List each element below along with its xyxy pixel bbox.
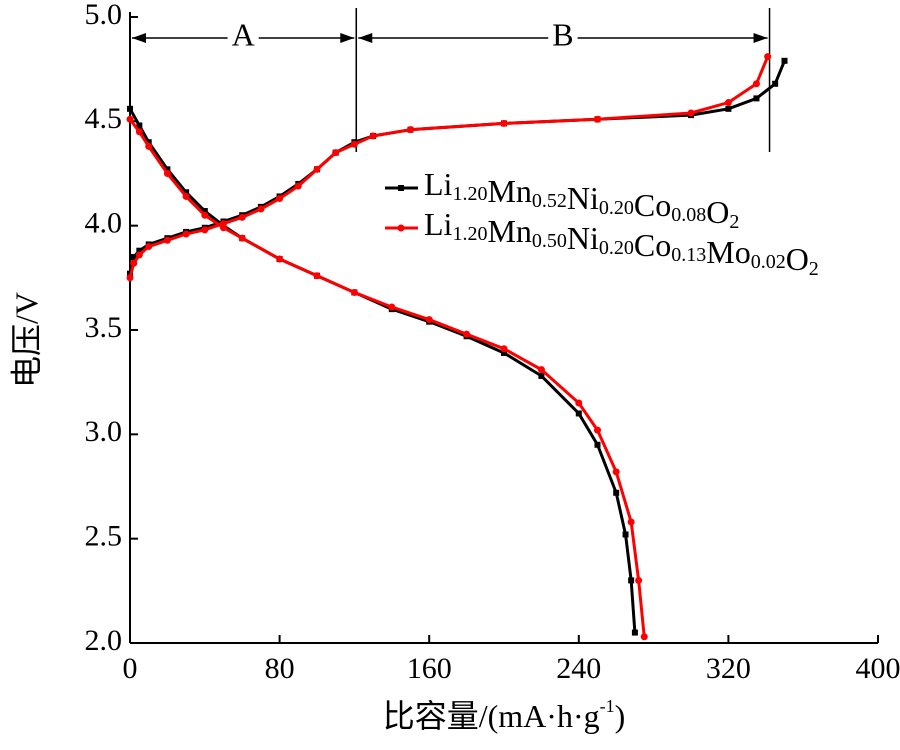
point <box>594 441 601 448</box>
y-axis-label: 电压/V <box>8 292 44 388</box>
x-tick-label: 0 <box>123 652 138 685</box>
point <box>350 140 358 148</box>
point <box>313 272 321 280</box>
point <box>220 224 227 232</box>
point <box>130 259 138 267</box>
point <box>724 99 732 107</box>
point <box>130 253 137 260</box>
point <box>613 489 620 496</box>
x-tick-label: 160 <box>407 652 452 685</box>
point <box>135 128 143 136</box>
y-tick-label: 2.5 <box>85 520 123 553</box>
region-label: B <box>552 16 573 52</box>
point <box>238 234 246 242</box>
point <box>145 142 153 150</box>
y-tick-label: 3.5 <box>85 311 123 344</box>
point <box>127 105 133 112</box>
point <box>764 53 772 61</box>
legend-label: Li1.20Mn0.52Ni0.20Co0.08O2 <box>424 166 739 232</box>
region-label: A <box>232 16 255 52</box>
point <box>781 57 788 64</box>
point <box>201 226 209 234</box>
point <box>500 345 508 353</box>
y-tick-label: 2.0 <box>85 624 123 657</box>
point <box>163 236 171 244</box>
point <box>500 119 508 127</box>
point <box>575 399 583 407</box>
y-tick-label: 4.5 <box>85 102 123 135</box>
point <box>538 372 545 379</box>
point <box>594 426 601 434</box>
x-tick-label: 80 <box>265 652 295 685</box>
point <box>369 132 377 140</box>
point <box>238 213 246 221</box>
y-tick-label: 3.0 <box>85 415 123 448</box>
point <box>332 149 340 157</box>
point <box>388 303 396 311</box>
point <box>313 165 321 173</box>
point <box>627 518 635 526</box>
point <box>725 105 732 112</box>
point <box>182 192 190 200</box>
point <box>687 109 695 117</box>
point <box>640 633 648 641</box>
point <box>276 255 284 263</box>
point <box>294 182 302 190</box>
point <box>136 247 143 254</box>
region-label-bg <box>227 35 259 41</box>
point <box>594 115 601 123</box>
point <box>753 95 760 102</box>
point <box>126 115 134 123</box>
point <box>182 230 190 238</box>
point <box>257 205 265 213</box>
curve <box>128 118 646 637</box>
point <box>350 288 358 296</box>
point <box>276 195 284 203</box>
point <box>537 366 545 374</box>
point <box>622 531 629 538</box>
point <box>145 139 152 146</box>
point <box>772 80 779 87</box>
point <box>501 349 507 356</box>
point <box>628 577 635 584</box>
point <box>126 274 134 282</box>
y-tick-label: 4.0 <box>85 207 123 240</box>
point <box>575 410 582 417</box>
x-tick-label: 240 <box>556 652 601 685</box>
legend-marker <box>398 185 404 191</box>
region-label-bg <box>548 35 578 41</box>
point <box>201 208 208 215</box>
point <box>407 126 414 134</box>
point <box>136 122 143 129</box>
point <box>201 211 209 219</box>
point <box>164 166 171 173</box>
x-tick-label: 320 <box>706 652 751 685</box>
y-tick-label: 5.0 <box>85 0 123 31</box>
point <box>752 80 760 88</box>
curve <box>128 108 637 633</box>
point <box>612 468 620 476</box>
point <box>635 576 643 584</box>
point <box>463 330 471 338</box>
point <box>163 170 171 177</box>
legend-label: Li1.20Mn0.50Ni0.20Co0.13Mo0.02O2 <box>424 206 819 279</box>
x-axis-label: 比容量/(mA·h·g-1) <box>383 696 626 734</box>
point <box>145 243 153 251</box>
point <box>631 629 638 636</box>
legend-marker <box>397 224 405 232</box>
point <box>135 251 143 259</box>
x-tick-label: 400 <box>856 652 900 685</box>
point <box>425 316 433 324</box>
point <box>183 189 190 196</box>
